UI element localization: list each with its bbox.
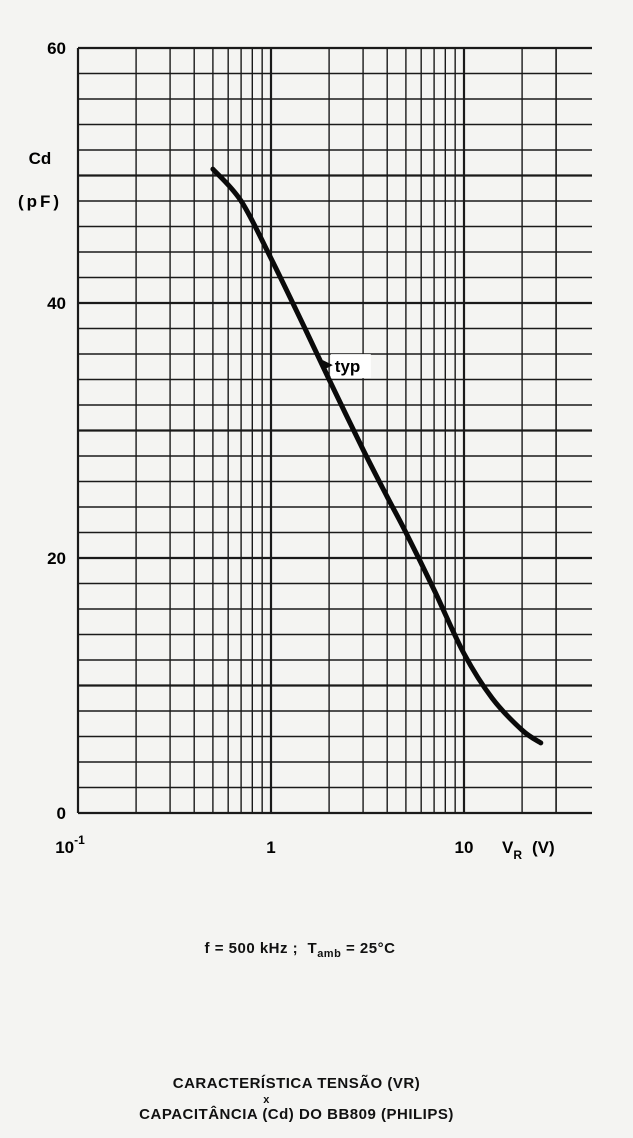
temperature-subscript: amb [317,948,342,960]
curve-point [404,531,408,534]
y-tick-label: 20 [47,549,66,568]
temperature-symbol: T [307,940,318,957]
frequency-condition: f = 500 kHz ; [204,940,299,957]
curve-point [539,741,543,745]
caption-line-1: CARACTERÍSTICA TENSÃO (VR) [172,1075,421,1092]
curve-layer: typ [210,166,544,746]
curve-point [239,199,243,203]
chart-grid [76,46,592,815]
curve-point [361,448,365,452]
x-tick-label: 10-1 [55,833,85,857]
x-tick-label: 10 [455,838,474,857]
test-conditions: f = 500 kHz ; Tamb = 25°C [0,940,600,960]
x-tick-label: 1 [266,838,275,857]
curve-point [462,652,466,656]
curve-point [211,167,215,171]
curve-point [432,588,436,592]
y-axis-label-name: Cd [29,149,52,168]
curve-point [520,728,524,732]
curve-point [303,327,307,330]
temperature-value: = 25°C [345,940,396,957]
x-tick-exponent: -1 [74,833,85,847]
curve-point [327,378,331,381]
typ-arrow-icon [322,360,333,371]
typ-label-background [330,354,371,379]
y-axis-label-unit: (pF) [18,192,62,211]
curve-point [490,696,494,700]
caption-line-3: CAPACITÂNCIA (Cd) DO BB809 (PHILIPS) [139,1106,454,1123]
curve-point [269,256,273,260]
y-tick-label: 60 [47,39,66,58]
x-axis-label-unit: (V) [532,838,555,857]
typ-annotation: typ [335,357,361,376]
x-axis-label-subscript: R [513,848,522,862]
x-axis-label: VR (V) [502,838,555,862]
y-tick-label: 40 [47,294,66,313]
curve-point [385,495,389,499]
caption-line-2: x [263,1094,270,1106]
y-tick-label: 0 [57,804,66,823]
